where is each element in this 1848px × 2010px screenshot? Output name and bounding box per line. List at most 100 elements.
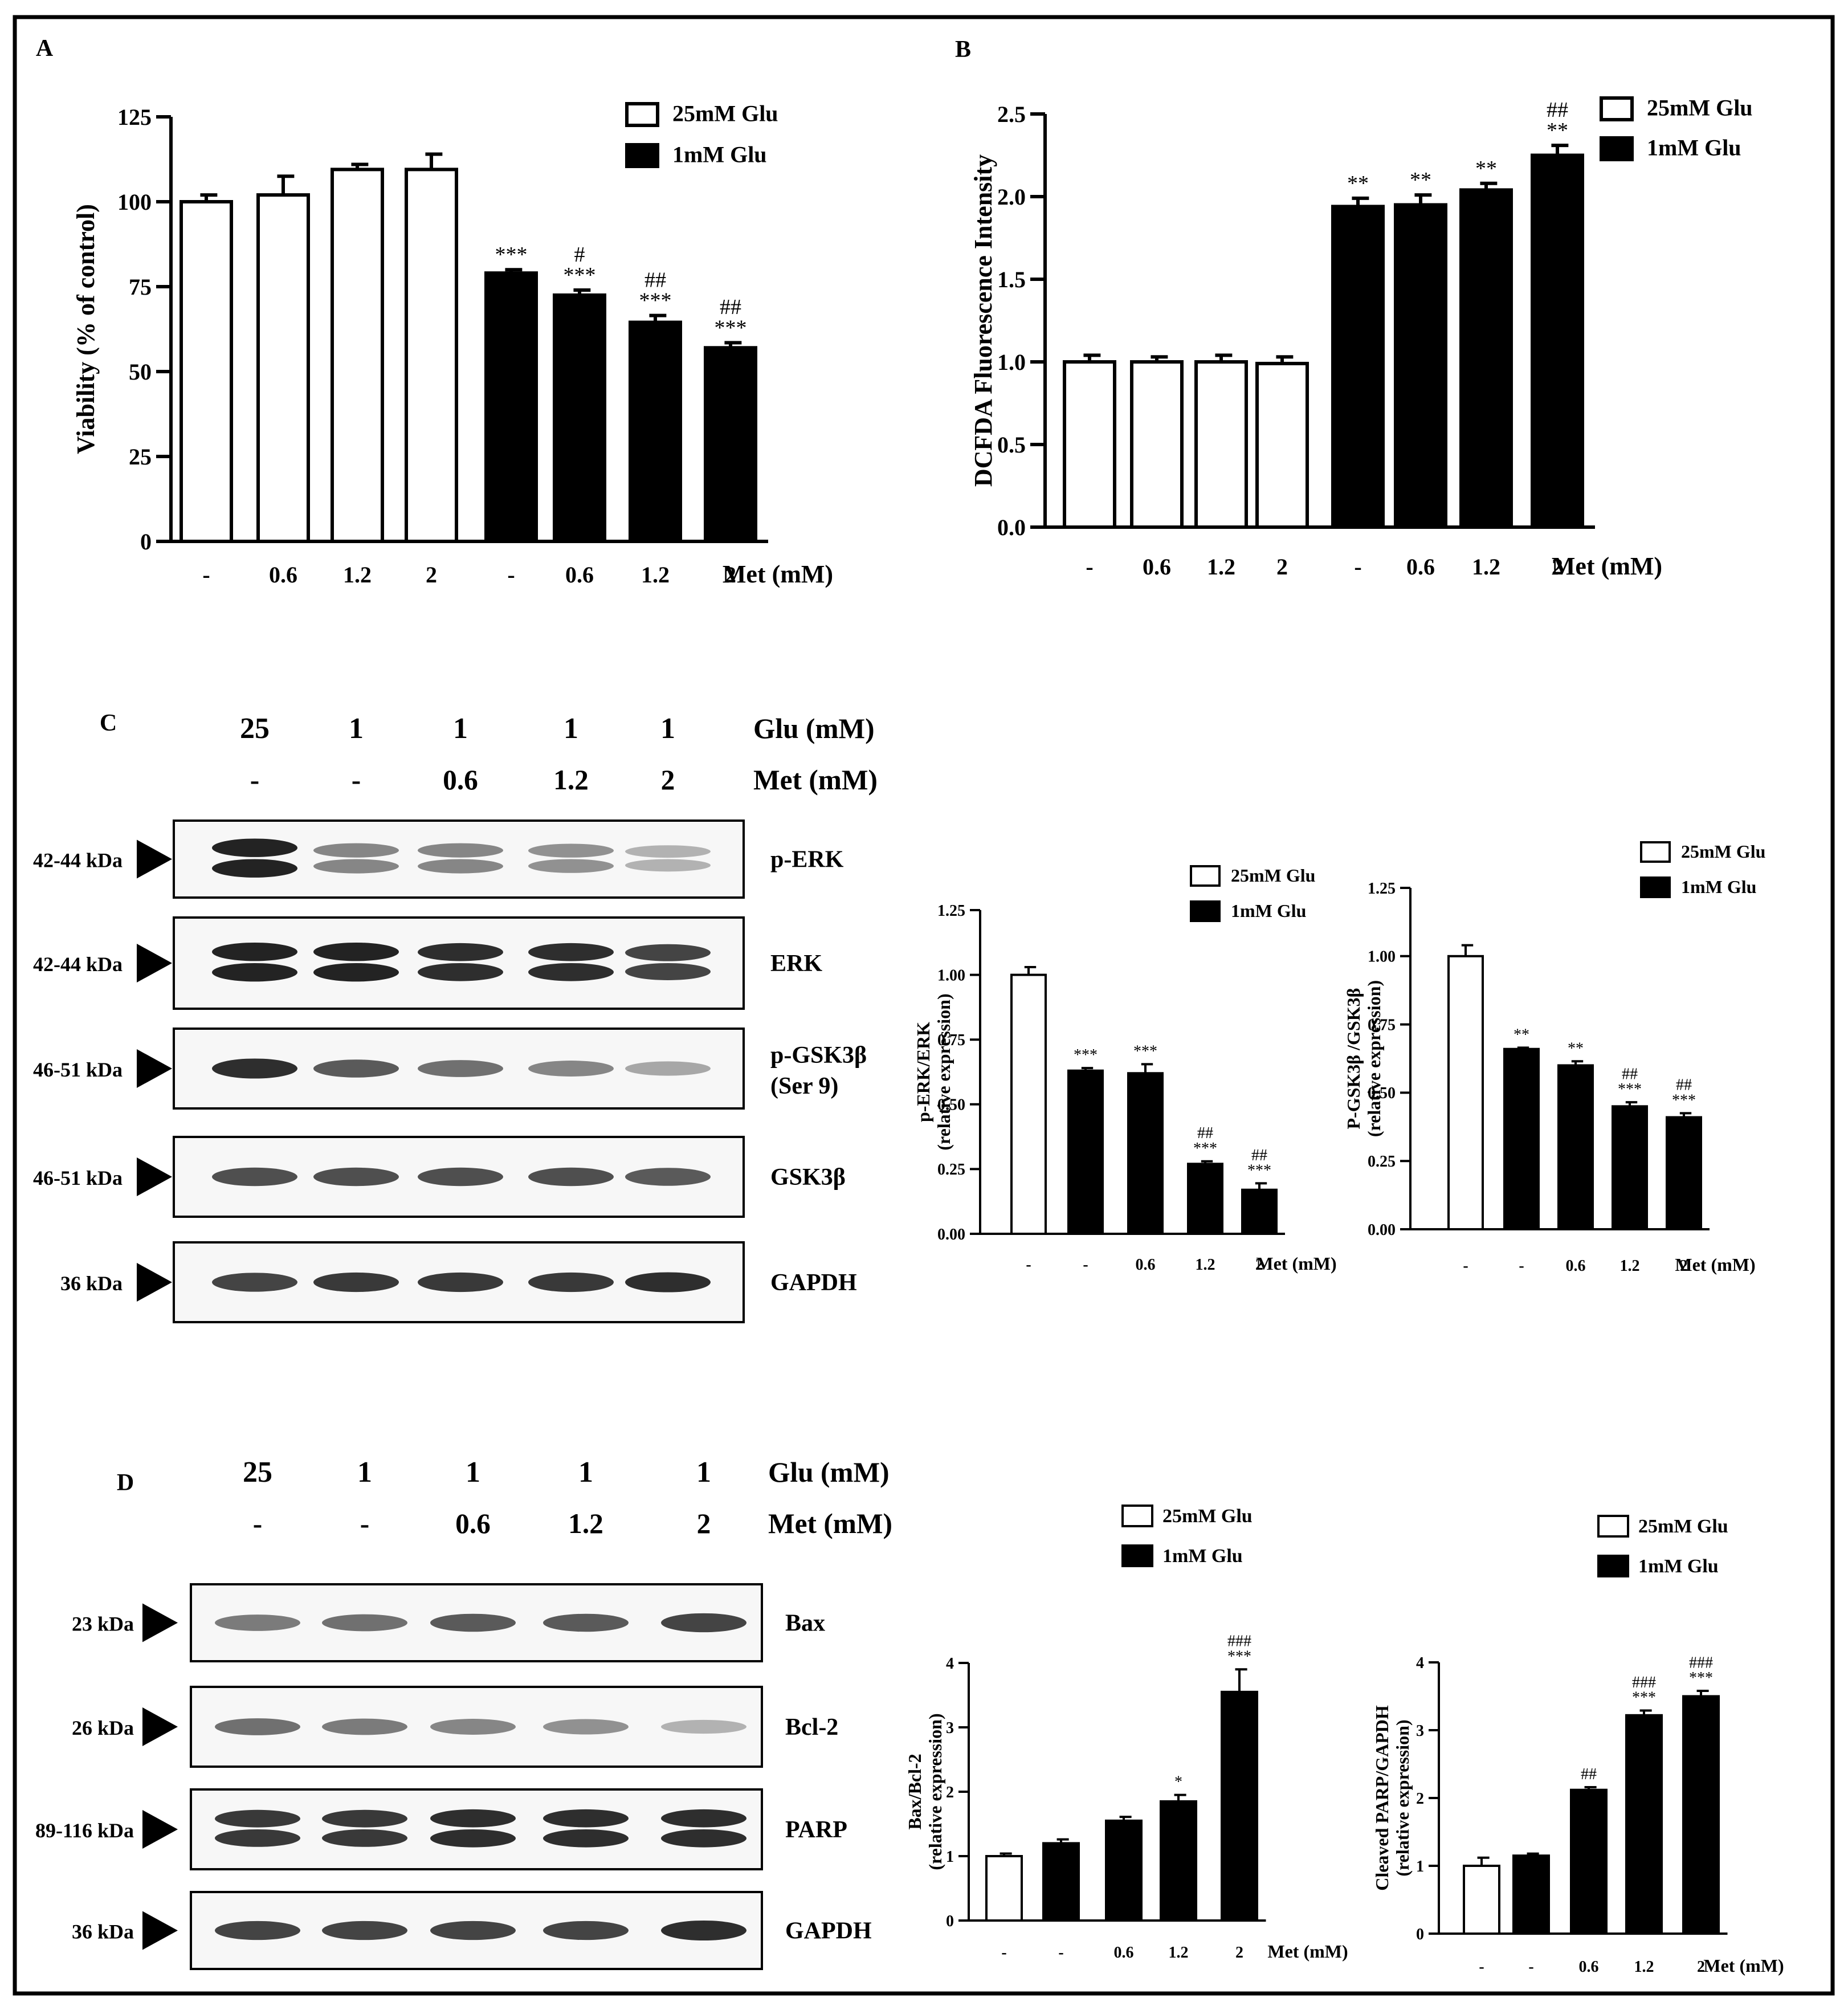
panel-label: D	[117, 1470, 134, 1496]
bar	[1221, 1690, 1258, 1922]
x-tick-label: 2	[1276, 554, 1288, 580]
x-tick-label: -	[507, 562, 515, 588]
y-tick-label: 25	[129, 444, 152, 470]
protein-band	[212, 859, 297, 878]
protein-band	[543, 1809, 629, 1828]
met-label: Met (mM)	[768, 1508, 892, 1539]
y-tick-label: 1	[946, 1848, 954, 1866]
protein-band	[313, 859, 399, 874]
y-tick-label: 3	[946, 1719, 954, 1737]
kda-label: 26 kDa	[72, 1717, 134, 1739]
bar	[1682, 1695, 1720, 1935]
protein-band	[215, 1809, 300, 1828]
protein-name: p-ERK	[770, 847, 844, 873]
x-tick-label: 0.6	[1406, 554, 1435, 580]
met-lane-label: -	[253, 1508, 262, 1539]
legend-swatch-white	[1597, 1515, 1629, 1538]
protein-band	[418, 859, 503, 874]
significance-mark: ## ***	[639, 268, 672, 313]
y-tick-label: 4	[946, 1655, 954, 1673]
bar	[1067, 1069, 1104, 1236]
y-tick-label: 1.25	[937, 902, 965, 920]
kda-label: 46-51 kDa	[33, 1167, 123, 1189]
arrow-icon	[142, 1810, 178, 1849]
bar	[1463, 1865, 1500, 1935]
y-tick-label: 100	[117, 189, 152, 215]
legend-swatch-white	[1121, 1505, 1153, 1527]
chart-D2: 0 1 2 3 4 Cleaved PARP/GAPDH(relative express…	[1372, 1515, 1784, 1976]
y-tick-label: 0.5	[997, 432, 1026, 458]
significance-mark: ##	[1581, 1766, 1597, 1783]
y-tick-label: 0	[946, 1913, 954, 1930]
legend-label-1mm: 1mM Glu	[1162, 1546, 1243, 1567]
significance-mark: **	[1347, 172, 1369, 195]
x-tick-label: 0.6	[269, 562, 297, 588]
x-tick-label: 2	[725, 562, 736, 588]
blot-strip	[173, 820, 745, 899]
legend-swatch-black	[1121, 1544, 1153, 1567]
legend-label-1mm: 1mM Glu	[672, 141, 767, 167]
x-tick-label: -	[202, 562, 210, 588]
chart-D1: 0 1 2 3 4 Bax/Bcl-2(relative expression) - - 0.6…	[904, 1505, 1348, 1962]
glu-lane-label: 25	[243, 1456, 272, 1489]
legend-label-1mm: 1mM Glu	[1681, 876, 1756, 897]
legend-swatch-black	[1190, 900, 1221, 922]
y-tick-label: 2	[946, 1784, 954, 1801]
protein-band	[313, 1059, 399, 1078]
y-tick-label: 2.0	[997, 184, 1026, 210]
protein-band	[322, 1718, 407, 1735]
protein-band	[418, 1272, 503, 1293]
significance-mark: *	[1174, 1773, 1182, 1791]
y-tick-label: 1.00	[937, 967, 965, 984]
significance-mark: **	[1514, 1026, 1529, 1043]
x-tick-label: 2	[1235, 1944, 1243, 1962]
legend-label-25mm: 25mM Glu	[1681, 841, 1765, 862]
x-tick-label: -	[1354, 554, 1361, 580]
legend-swatch-white	[1190, 865, 1221, 887]
kda-label: 42-44 kDa	[33, 849, 123, 872]
bar	[484, 271, 538, 543]
protein-band	[313, 1272, 399, 1293]
protein-band	[430, 1809, 516, 1828]
protein-band	[528, 1167, 614, 1187]
y-tick-label: 0.25	[1368, 1153, 1396, 1171]
bar	[1160, 1800, 1197, 1922]
bar	[405, 168, 458, 543]
y-tick-label: 4	[1416, 1654, 1424, 1672]
x-tick-label: -	[1463, 1257, 1468, 1275]
significance-mark: ## ***	[1247, 1147, 1271, 1180]
y-tick-label: 0.50	[937, 1096, 965, 1114]
glu-label: Glu (mM)	[753, 713, 875, 744]
bar	[1105, 1819, 1143, 1922]
y-tick-label: 50	[129, 359, 152, 385]
bar	[1194, 360, 1248, 529]
significance-mark: ## ***	[1672, 1077, 1696, 1110]
y-tick-label: 1	[1416, 1858, 1424, 1876]
protein-band	[322, 1829, 407, 1847]
bar	[1557, 1064, 1594, 1230]
protein-band	[528, 1061, 614, 1077]
protein-band	[418, 1167, 503, 1187]
y-axis-label: P-GSK3β /GSK3β(relative expression)	[1343, 980, 1384, 1137]
protein-band	[625, 1168, 711, 1186]
x-tick-label: -	[1026, 1256, 1031, 1274]
glu-lane-label: 1	[357, 1456, 372, 1489]
y-axis-label: p-ERK/ERK(relative expression)	[913, 993, 954, 1150]
significance-mark: ## ***	[1193, 1124, 1217, 1157]
protein-name: Bcl-2	[785, 1714, 838, 1740]
protein-name: GSK3β	[770, 1164, 846, 1190]
bar	[1447, 955, 1484, 1231]
kda-label: 36 kDa	[72, 1921, 134, 1943]
chart-B: B 0.0 0.5 1.0 1.5 2.0 2.5 DCFDA Fluorescence In…	[955, 36, 1753, 580]
legend-label-1mm: 1mM Glu	[1638, 1556, 1719, 1577]
x-tick-label: 0.6	[1579, 1958, 1599, 1976]
protein-band	[212, 1167, 297, 1187]
x-axis-label: Met (mM)	[1675, 1254, 1755, 1275]
kda-label: 46-51 kDa	[33, 1058, 123, 1081]
y-tick-label: 2.5	[997, 101, 1026, 127]
bar	[629, 320, 682, 544]
bar	[331, 168, 384, 543]
significance-mark: **	[1410, 168, 1431, 192]
bar	[1010, 973, 1047, 1235]
protein-band	[215, 1718, 300, 1735]
